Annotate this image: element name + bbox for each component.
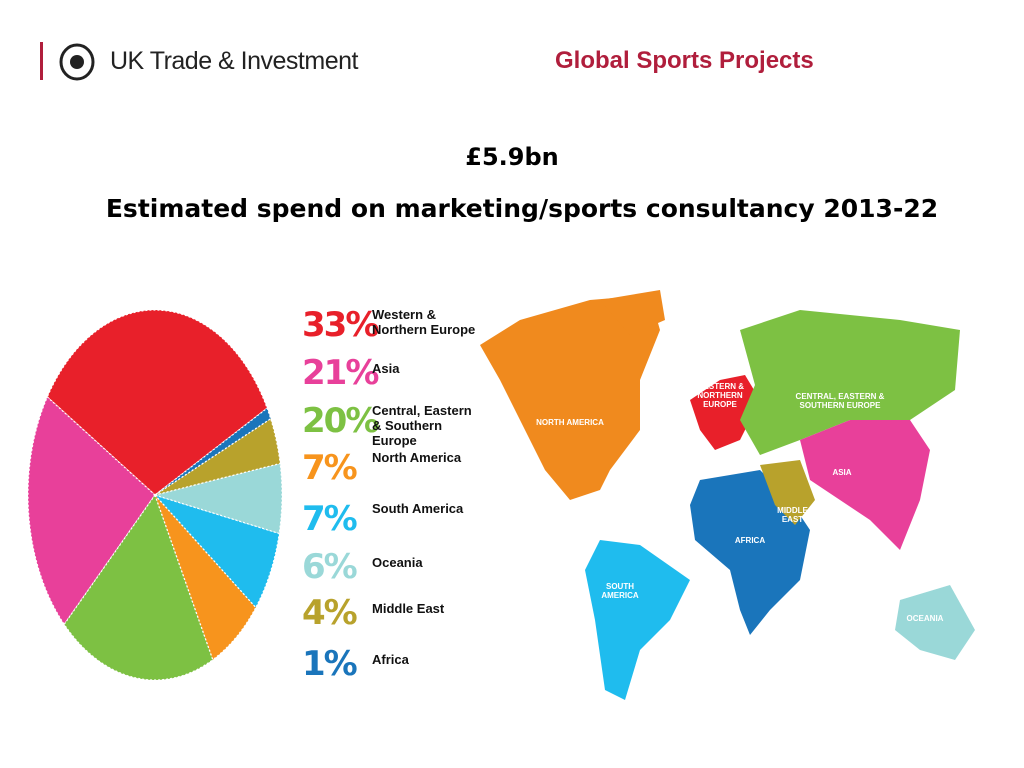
pie-slice [154,417,281,496]
legend-value: 4% [302,593,358,633]
pie-chart [27,309,283,681]
legend-label: Asia [372,361,400,376]
map-label: OCEANIA [906,614,944,623]
crest [59,43,95,81]
chart-title: £5.9bn [465,143,559,171]
legend-label: Western & Northern Europe [372,307,476,337]
chart-subtitle: Estimated spend on marketing/sports cons… [105,194,939,223]
world-map [480,290,975,700]
legend-value: 21% [302,353,379,393]
legend-value: 1% [302,644,358,684]
legend-value: 33% [302,305,379,345]
pie-slice [154,494,257,661]
logo-bar [40,42,43,80]
map-label: CENTRAL, EASTERN & SOUTHERN EUROPE [795,392,885,410]
legend-label: North America [372,450,462,465]
map-label: SOUTH AMERICA [601,582,639,600]
pie-slice [27,395,156,626]
map-label: NORTH AMERICA [536,418,604,427]
section-title: Global Sports Projects [555,47,814,74]
map-label: ASIA [832,468,852,477]
pie-slice [153,493,280,609]
legend-label: Oceania [372,555,423,570]
map-label: AFRICA [734,536,766,545]
legend-label: Central, Eastern & Southern Europe [372,403,472,448]
pie-slice [46,309,268,496]
legend-value: 7% [302,448,358,488]
legend-value: 7% [302,499,358,539]
logo-text: UK Trade & Investment [110,47,358,75]
legend-label: Middle East [372,601,445,616]
legend-label: Africa [372,652,409,667]
pie-slice [154,407,272,496]
legend-value: 6% [302,547,358,587]
legend-label: South America [372,501,464,516]
map-label: WESTERN & NORTHERN EUROPE [696,382,744,409]
map-label: MIDDLE EAST [777,506,808,524]
legend-value: 20% [302,401,379,441]
pie-slice [63,493,214,681]
